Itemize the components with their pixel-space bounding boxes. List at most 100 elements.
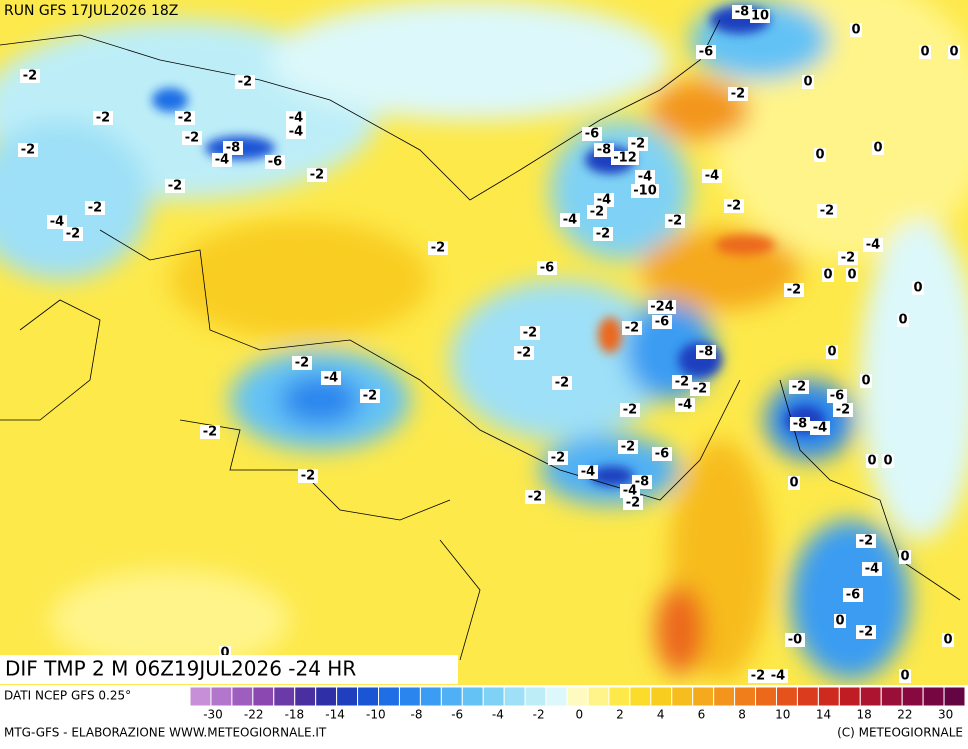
- contour-label-bg: [899, 550, 911, 564]
- contour-label-bg: [750, 9, 770, 23]
- contour-label-bg: [897, 313, 909, 327]
- colorbar-swatch: [273, 686, 296, 707]
- contour-label-bg: [788, 476, 800, 490]
- contour-label-bg: [286, 125, 306, 139]
- contour-label-bg: [882, 454, 894, 468]
- colorbar-label: 22: [897, 708, 912, 722]
- contour-label: -2: [727, 199, 741, 214]
- contour-label-bg: [675, 398, 695, 412]
- contour-label: -2: [96, 111, 110, 126]
- contour-label: -4: [866, 238, 880, 253]
- contour-label: -2: [185, 131, 199, 146]
- data-source: DATI NCEP GFS 0.25°: [4, 689, 131, 703]
- contour-label: -2: [88, 201, 102, 216]
- contour-label-bg: [165, 179, 185, 193]
- colorbar-label: 18: [857, 708, 872, 722]
- contour-label-bg: [826, 345, 838, 359]
- contour-label-bg: [622, 321, 642, 335]
- contour-label: -2: [668, 214, 682, 229]
- colorbar-label: -4: [492, 708, 504, 722]
- contour-label-bg: [620, 484, 640, 498]
- contour-label: -24: [650, 300, 674, 315]
- contour-label: -0: [788, 633, 802, 648]
- contour-label: -2: [751, 669, 765, 684]
- contour-label: -2: [731, 87, 745, 102]
- contour-label: -4: [215, 153, 229, 168]
- contour-label-bg: [360, 389, 380, 403]
- contour-label-bg: [85, 201, 105, 215]
- contour-label-bg: [235, 75, 255, 89]
- contour-label: -2: [841, 251, 855, 266]
- contour-label-bg: [18, 143, 38, 157]
- contour-label: -2: [66, 227, 80, 242]
- contour-label-bg: [560, 213, 580, 227]
- colorbar-label: 8: [738, 708, 746, 722]
- contour-label-bg: [912, 281, 924, 295]
- contour-label-bg: [182, 131, 202, 145]
- colorbar-swatch: [775, 686, 798, 707]
- contour-label-bg: [732, 5, 752, 19]
- contour-label-bg: [843, 588, 863, 602]
- contour-label-bg: [784, 283, 804, 297]
- contour-label-bg: [298, 469, 318, 483]
- contour-label: -4: [865, 562, 879, 577]
- contour-label: 0: [900, 669, 909, 684]
- contour-label-bg: [611, 151, 639, 165]
- contour-label: -2: [820, 204, 834, 219]
- contour-label: -2: [693, 382, 707, 397]
- contour-label-bg: [856, 534, 876, 548]
- contour-label-bg: [648, 300, 676, 314]
- contour-label: -10: [633, 184, 657, 199]
- contour-label: 0: [949, 45, 958, 60]
- colorbar-swatch: [545, 686, 568, 707]
- contour-label: -4: [324, 371, 338, 386]
- contour-label: -2: [792, 380, 806, 395]
- contour-label: 0: [913, 281, 922, 296]
- contour-label-bg: [537, 261, 557, 275]
- contour-label: -4: [813, 421, 827, 436]
- contour-label: 0: [873, 141, 882, 156]
- contour-label-bg: [63, 227, 83, 241]
- colorbar-swatch: [608, 686, 631, 707]
- contour-label: -8: [793, 417, 807, 432]
- contour-label: -6: [655, 447, 669, 462]
- colorbar-swatch: [189, 686, 212, 707]
- contour-label-bg: [594, 143, 614, 157]
- contour-label: 0: [943, 633, 952, 648]
- colorbar-swatch: [734, 686, 757, 707]
- contour-label-bg: [93, 111, 113, 125]
- colorbar-swatch: [943, 686, 966, 707]
- title-box: [0, 655, 458, 684]
- contour-label: -2: [551, 451, 565, 466]
- colorbar-label: 14: [816, 708, 831, 722]
- colorbar-swatch: [901, 686, 924, 707]
- colorbar-label: 30: [938, 708, 953, 722]
- contour-label: -2: [178, 111, 192, 126]
- contour-label-bg: [785, 633, 805, 647]
- contour-label-bg: [321, 371, 341, 385]
- contour-label: -2: [675, 375, 689, 390]
- contour-label: -2: [203, 425, 217, 440]
- contour-label: -2: [363, 389, 377, 404]
- colorbar-swatch: [629, 686, 652, 707]
- colorbar-swatch: [419, 686, 442, 707]
- contour-label-bg: [850, 23, 862, 37]
- contour-label: -8: [597, 143, 611, 158]
- contour-label: -4: [289, 111, 303, 126]
- colorbar-swatch: [817, 686, 840, 707]
- contour-label: -2: [623, 403, 637, 418]
- footer-left: MTG-GFS - ELABORAZIONE WWW.METEOGIORNALE…: [4, 726, 327, 740]
- contour-label-bg: [863, 238, 883, 252]
- colorbar-label: 10: [775, 708, 790, 722]
- colorbar-swatch: [650, 686, 673, 707]
- contour-label-bg: [810, 421, 830, 435]
- colorbar-swatch: [838, 686, 861, 707]
- contour-label-bg: [724, 199, 744, 213]
- contour-label-bg: [200, 425, 220, 439]
- contour-label: 0: [827, 345, 836, 360]
- colorbar-label: -22: [244, 708, 264, 722]
- colorbar-swatch: [566, 686, 589, 707]
- contour-label: 0: [851, 23, 860, 38]
- contour-label: -2: [626, 496, 640, 511]
